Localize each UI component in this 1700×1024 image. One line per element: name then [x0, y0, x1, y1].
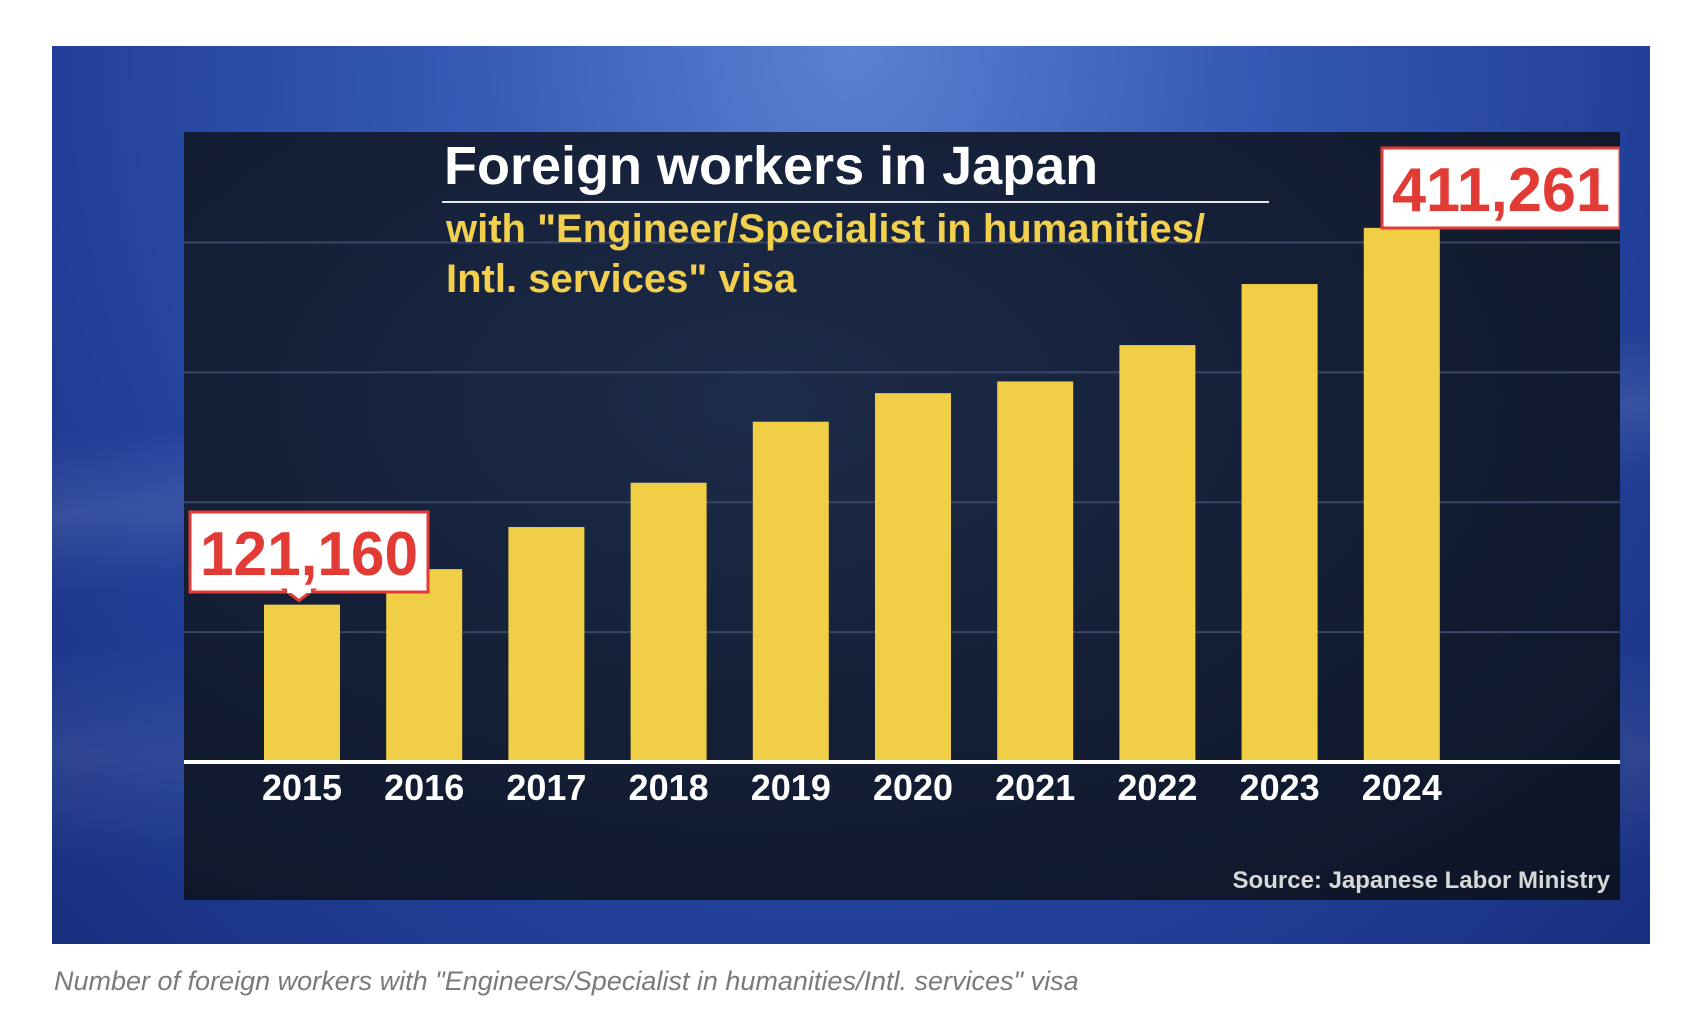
bar-2020 [875, 393, 951, 762]
callout-pointer-joint [287, 588, 311, 593]
bar-2022 [1119, 345, 1196, 762]
bar-2023 [1241, 284, 1318, 762]
x-tick-label-2015: 2015 [262, 767, 342, 808]
callout-value-2024: 411,261 [1392, 156, 1610, 225]
bar-2016 [386, 569, 463, 762]
bar-2017 [508, 527, 585, 762]
callout-value-2015: 121,160 [200, 520, 418, 589]
x-tick-label-2021: 2021 [995, 767, 1075, 808]
callout-2024: 411,261 [1380, 146, 1622, 230]
bar-2021 [997, 381, 1074, 762]
x-tick-label-2017: 2017 [506, 767, 586, 808]
callout-box [188, 510, 430, 594]
chart-subtitle-line-1: with "Engineer/Specialist in humanities/ [445, 207, 1205, 251]
chart-panel: 2015 2016 2017 2018 2019 2020 2021 2022 2023 2024… [184, 132, 1622, 900]
chart-title: Foreign workers in Japan [444, 136, 1098, 196]
source-note: Source: Japanese Labor Ministry [1233, 867, 1611, 894]
chart-subtitle-line-2: Intl. services" visa [446, 257, 797, 301]
x-tick-label-2024: 2024 [1362, 767, 1442, 808]
figure-caption: Number of foreign workers with "Engineer… [54, 966, 1079, 996]
x-tick-label-2022: 2022 [1117, 767, 1197, 808]
bar-2018 [630, 482, 707, 762]
callout-box [1380, 146, 1622, 230]
bar-2024 [1363, 227, 1440, 763]
x-tick-label-2019: 2019 [751, 767, 831, 808]
bar-2015 [264, 604, 340, 762]
x-tick-label-2020: 2020 [873, 767, 953, 808]
chart-figure: 2015 2016 2017 2018 2019 2020 2021 2022 2023 2024… [52, 46, 1650, 944]
bar-2019 [752, 421, 829, 762]
x-tick-label-2018: 2018 [629, 767, 709, 808]
callout-2015: 121,160 [188, 510, 430, 603]
x-tick-label-2023: 2023 [1240, 767, 1320, 808]
x-tick-label-2016: 2016 [384, 767, 464, 808]
bar-chart: 2015 2016 2017 2018 2019 2020 2021 2022 2023 2024… [184, 136, 1622, 894]
